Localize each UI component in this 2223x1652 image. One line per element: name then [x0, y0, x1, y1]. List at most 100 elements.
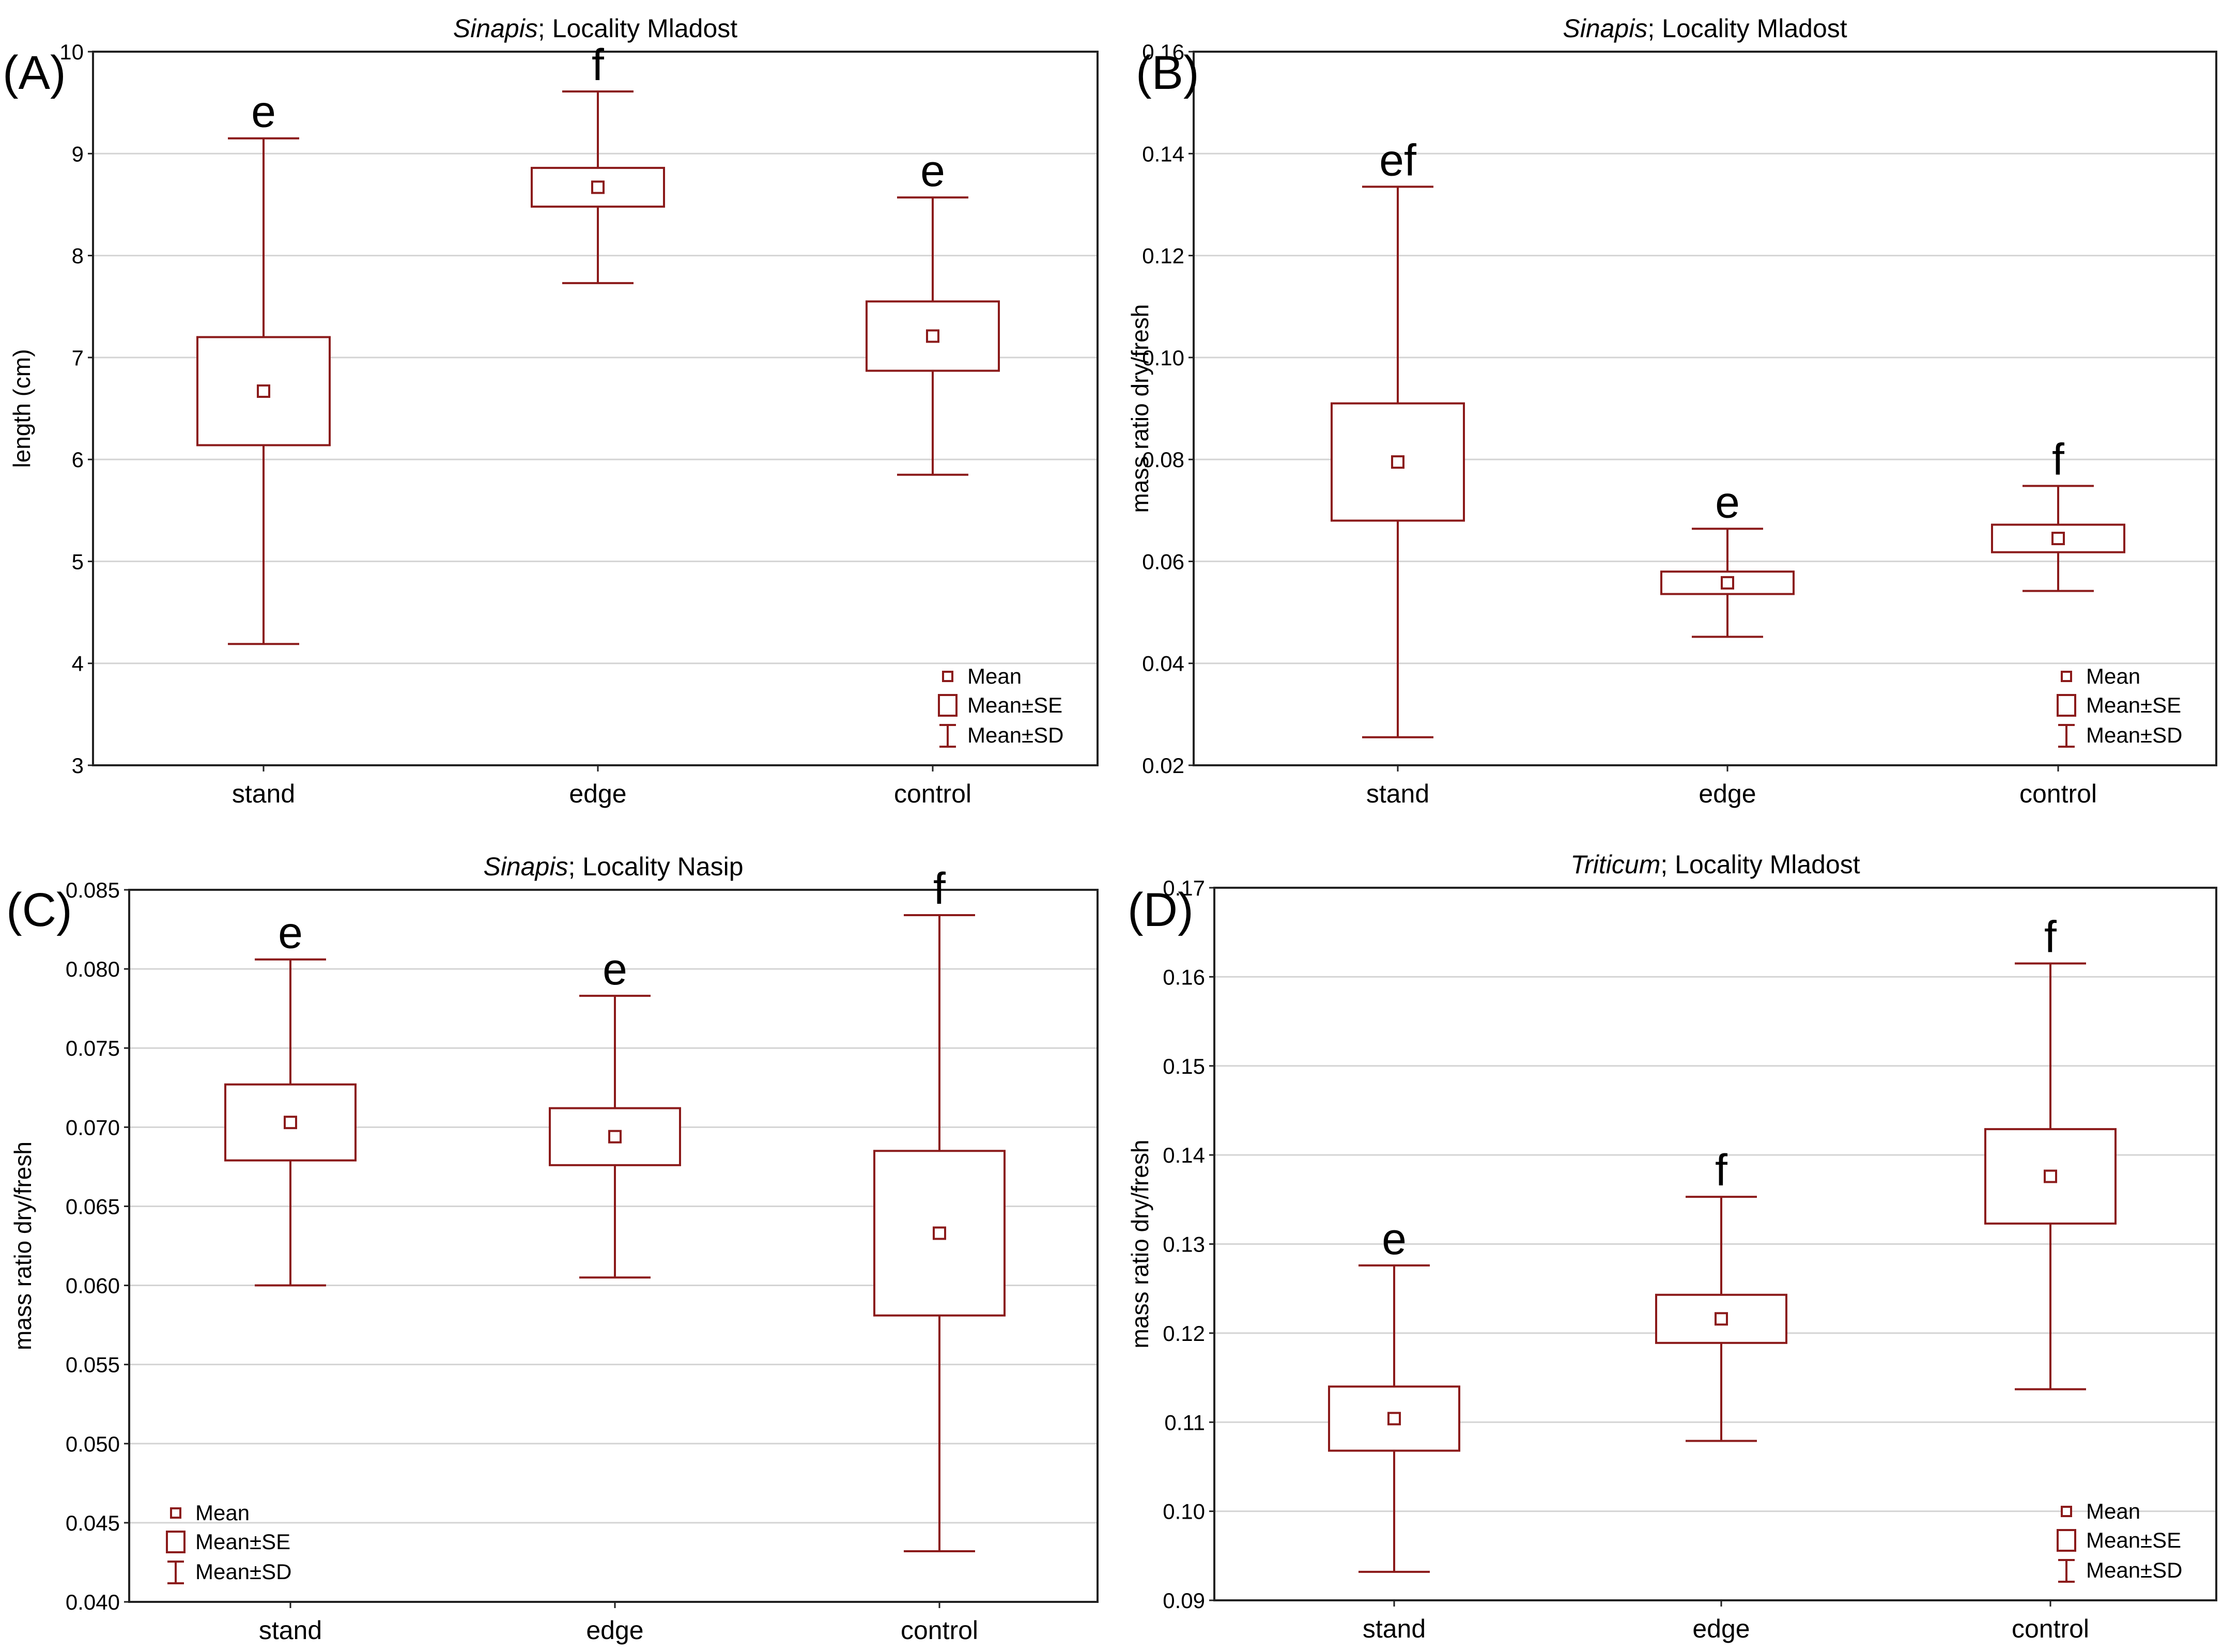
- significance-letter: ef: [1379, 135, 1417, 185]
- y-tick-label: 4: [72, 652, 84, 676]
- y-tick-label: 0.16: [1163, 965, 1205, 989]
- significance-letter: e: [920, 146, 945, 196]
- significance-letter: f: [933, 864, 946, 914]
- legend-mean-symbol: [2061, 1506, 2072, 1517]
- y-tick-label: 0.15: [1163, 1054, 1205, 1078]
- y-axis-label: mass ratio dry/fresh: [1126, 304, 1153, 513]
- legend-se-symbol: [2057, 694, 2076, 717]
- y-tick-label: 0.075: [66, 1036, 120, 1060]
- legend-se-label: Mean±SE: [967, 693, 1062, 717]
- significance-letter: f: [1715, 1146, 1728, 1195]
- significance-letter: e: [278, 908, 303, 958]
- x-tick-label: stand: [1366, 779, 1429, 808]
- y-tick-label: 0.060: [66, 1274, 120, 1298]
- legend-se-label: Mean±SE: [2086, 693, 2181, 717]
- mean-marker: [608, 1130, 622, 1144]
- chart-title-locality: ; Locality Mladost: [1647, 14, 1847, 43]
- y-tick-label: 0.080: [66, 957, 120, 981]
- legend-se-symbol: [2057, 1529, 2076, 1552]
- y-tick-label: 0.070: [66, 1115, 120, 1139]
- legend-sd-label: Mean±SD: [967, 723, 1063, 747]
- x-tick-label: edge: [569, 779, 626, 808]
- y-tick-label: 0.04: [1142, 652, 1184, 676]
- chart-title-genus: Sinapis: [453, 14, 538, 43]
- legend: Mean Mean±SE Mean±SD: [2057, 664, 2182, 748]
- y-tick-label: 0.17: [1163, 876, 1205, 900]
- x-tick-label: control: [901, 1616, 978, 1645]
- mean-marker: [933, 1226, 946, 1240]
- legend-se-symbol: [938, 694, 958, 717]
- chart-title: Sinapis; Locality Mladost: [453, 14, 737, 43]
- y-tick-label: 0.12: [1142, 244, 1184, 268]
- mean-marker: [1721, 576, 1734, 590]
- legend-se-label: Mean±SE: [195, 1530, 290, 1554]
- legend: Mean Mean±SE Mean±SD: [2057, 1499, 2182, 1583]
- mean-marker: [1391, 455, 1404, 469]
- legend-mean-symbol: [942, 671, 953, 682]
- panel-label: (B): [1136, 47, 1199, 99]
- y-tick-label: 8: [72, 244, 84, 268]
- chart-title-locality: ; Locality Mladost: [538, 14, 737, 43]
- panel-label: (A): [3, 47, 66, 99]
- chart-title: Triticum; Locality Mladost: [1570, 850, 1860, 879]
- y-tick-label: 0.14: [1163, 1143, 1205, 1167]
- legend-sd-label: Mean±SD: [2086, 723, 2182, 747]
- y-tick-label: 0.16: [1142, 40, 1184, 64]
- y-tick-label: 0.050: [66, 1432, 120, 1456]
- legend-sd-label: Mean±SD: [195, 1560, 291, 1584]
- chart-title-locality: ; Locality Nasip: [568, 852, 743, 881]
- y-tick-label: 3: [72, 753, 84, 778]
- plot-frame: [128, 889, 1099, 1603]
- chart-panel-c: 0.040 0.045 0.050 0.055 0.060 0.065 0.070 0.075…: [6, 852, 1099, 1645]
- mean-marker: [257, 384, 270, 398]
- y-tick-label: 0.12: [1163, 1321, 1205, 1346]
- y-tick-label: 0.11: [1164, 1410, 1205, 1434]
- x-tick-label: control: [2019, 779, 2097, 808]
- chart-title-locality: ; Locality Mladost: [1660, 850, 1860, 879]
- chart-title-genus: Triticum: [1570, 850, 1660, 879]
- se-box: [1660, 570, 1795, 595]
- plot-frame: [1193, 51, 2217, 766]
- x-tick-label: edge: [1699, 779, 1756, 808]
- y-tick-label: 0.02: [1142, 753, 1184, 778]
- y-tick-label: 0.065: [66, 1194, 120, 1218]
- y-tick-label: 6: [72, 447, 84, 472]
- plot-frame: [1213, 887, 2217, 1601]
- x-tick-label: stand: [259, 1616, 322, 1645]
- x-tick-label: control: [894, 779, 971, 808]
- mean-marker: [1715, 1312, 1728, 1326]
- y-tick-label: 7: [72, 346, 84, 370]
- x-tick-label: edge: [586, 1616, 643, 1645]
- y-tick-label: 0.09: [1163, 1588, 1205, 1613]
- legend-se-symbol: [166, 1531, 186, 1553]
- legend-mean-label: Mean: [2086, 664, 2140, 688]
- legend: Mean Mean±SE Mean±SD: [938, 664, 1063, 748]
- significance-letter: e: [1715, 477, 1740, 527]
- legend-se-label: Mean±SE: [2086, 1528, 2181, 1552]
- legend-sd-label: Mean±SD: [2086, 1558, 2182, 1582]
- x-tick-label: stand: [232, 779, 295, 808]
- se-box: [549, 1107, 681, 1166]
- y-axis-label: mass ratio dry/fresh: [1126, 1140, 1153, 1349]
- y-tick-label: 5: [72, 549, 84, 574]
- y-tick-label: 9: [72, 142, 84, 166]
- y-axis-label: mass ratio dry/fresh: [9, 1141, 36, 1350]
- chart-title-genus: Sinapis: [1563, 14, 1647, 43]
- y-tick-label: 0.040: [66, 1590, 120, 1614]
- significance-letter: f: [592, 40, 605, 90]
- y-tick-label: 10: [59, 40, 84, 64]
- chart-title: Sinapis; Locality Nasip: [483, 852, 743, 881]
- mean-marker: [1387, 1412, 1401, 1426]
- chart-title: Sinapis; Locality Mladost: [1563, 14, 1847, 43]
- x-tick-label: control: [2012, 1614, 2089, 1643]
- legend: Mean Mean±SE Mean±SD: [166, 1501, 291, 1584]
- significance-letter: e: [1382, 1214, 1407, 1264]
- y-tick-label: 0.085: [66, 878, 120, 902]
- plot-frame: [92, 51, 1099, 766]
- x-tick-label: edge: [1692, 1614, 1750, 1643]
- y-tick-label: 0.045: [66, 1511, 120, 1535]
- legend-mean-symbol: [2061, 671, 2072, 682]
- mean-marker: [591, 180, 605, 194]
- mean-marker: [2044, 1169, 2057, 1183]
- y-axis-label: length (cm): [8, 349, 35, 468]
